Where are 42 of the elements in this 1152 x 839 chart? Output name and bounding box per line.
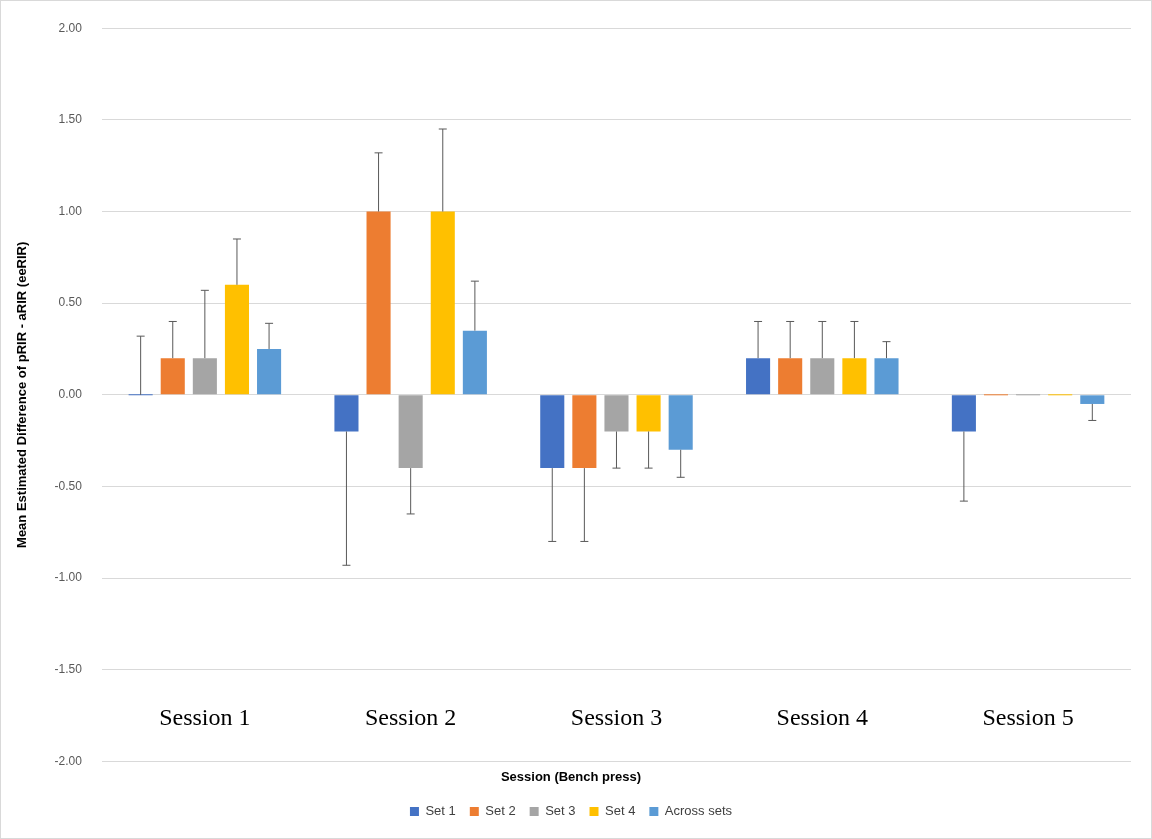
bar (842, 358, 867, 395)
y-tick-label: -1.00 (54, 570, 83, 585)
x-tick-label: Session 1 (159, 704, 251, 731)
bar (224, 284, 249, 395)
bar (430, 211, 455, 395)
bar (778, 358, 803, 395)
bar (810, 358, 835, 395)
bar (1080, 395, 1105, 404)
bar (746, 358, 771, 395)
legend-label: Set 4 (605, 803, 636, 819)
bar (874, 358, 899, 395)
y-tick-label: -0.50 (54, 478, 83, 493)
y-tick-label: 1.50 (58, 112, 83, 127)
x-tick-label: Session 2 (364, 704, 457, 731)
y-tick-label: 0.50 (58, 295, 83, 310)
y-tick-label: 2.00 (58, 20, 83, 35)
y-tick-label: 0.00 (58, 387, 83, 402)
bar (572, 395, 597, 469)
bar (540, 395, 565, 469)
bar (636, 395, 661, 432)
legend-label: Set 3 (545, 803, 576, 819)
x-tick-label: Session 4 (776, 704, 868, 731)
bar (160, 358, 185, 395)
y-tick-label: 1.00 (58, 203, 83, 218)
y-tick-label: -1.50 (54, 662, 83, 677)
x-tick-label: Session 5 (982, 704, 1074, 731)
legend-label: Set 1 (425, 803, 456, 819)
bar (192, 358, 217, 395)
bar (398, 395, 423, 469)
bar (462, 330, 487, 395)
bar (951, 395, 976, 432)
y-axis-title: Mean Estimated Difference of pRIR - aRIR (eeRIR) (14, 241, 30, 548)
legend-label: Across sets (664, 803, 733, 819)
bar (334, 395, 359, 432)
bar (668, 395, 693, 450)
x-tick-label: Session 3 (570, 704, 663, 731)
bar (604, 395, 629, 432)
x-axis-title: Session (Bench press) (500, 768, 642, 784)
legend-label: Set 2 (485, 803, 516, 819)
y-tick-label: -2.00 (54, 753, 83, 768)
bar (366, 211, 391, 395)
bar (257, 348, 282, 395)
